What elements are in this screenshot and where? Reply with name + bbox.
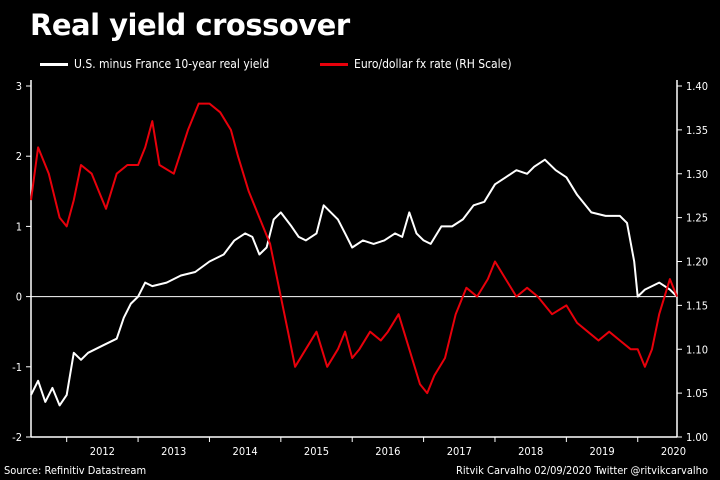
- y-right-tick-label: 1.00: [686, 431, 708, 444]
- chart-title: Real yield crossover: [30, 8, 350, 42]
- x-tick-label: 2016: [375, 445, 400, 458]
- x-tick-label: 2019: [589, 445, 614, 458]
- series-line-eurusd: [30, 102, 678, 395]
- y-left-tick-label: 1: [16, 220, 22, 233]
- y-left-tick-label: -2: [12, 431, 22, 444]
- y-left-tick-label: 3: [16, 80, 22, 93]
- legend: U.S. minus France 10-year real yield Eur…: [30, 57, 710, 73]
- legend-item-eurusd: Euro/dollar fx rate (RH Scale): [320, 57, 512, 71]
- credit-note: Ritvik Carvalho 02/09/2020 Twitter @ritv…: [456, 464, 708, 477]
- legend-label-real-yield: U.S. minus France 10-year real yield: [74, 57, 270, 71]
- x-tick-label: 2015: [304, 445, 329, 458]
- x-tick-label: 2018: [518, 445, 543, 458]
- x-tick-label: 2013: [161, 445, 186, 458]
- y-right-tick-label: 1.20: [686, 256, 708, 269]
- y-right-tick-label: 1.10: [686, 343, 708, 356]
- y-right-tick-label: 1.35: [686, 124, 708, 137]
- legend-label-scale: RH Scale: [459, 57, 508, 71]
- y-right-tick-label: 1.05: [686, 387, 708, 400]
- legend-label-scale-open: (: [451, 57, 460, 71]
- x-tick-label: 2017: [447, 445, 472, 458]
- y-right-tick-label: 1.15: [686, 299, 708, 312]
- y-left-tick-label: 2: [16, 150, 22, 163]
- legend-label-scale-close: ): [507, 57, 512, 71]
- y-left-tick-label: 0: [16, 291, 22, 304]
- x-tick-label: 2020: [661, 445, 686, 458]
- legend-swatch-white: [40, 62, 68, 66]
- x-tick-label: 2012: [90, 445, 115, 458]
- y-right-tick-label: 1.40: [686, 80, 708, 93]
- source-note: Source: Refinitiv Datastream: [4, 464, 147, 477]
- y-right-tick-label: 1.25: [686, 212, 708, 225]
- y-left-tick-label: -1: [12, 361, 22, 374]
- y-right-tick-label: 1.30: [686, 168, 708, 181]
- legend-swatch-red: [320, 62, 348, 66]
- legend-label-eurusd: Euro/dollar fx rate: [354, 57, 452, 71]
- legend-item-real-yield: U.S. minus France 10-year real yield: [40, 57, 269, 71]
- series-line-real-yield: [30, 158, 678, 407]
- x-tick-label: 2014: [233, 445, 258, 458]
